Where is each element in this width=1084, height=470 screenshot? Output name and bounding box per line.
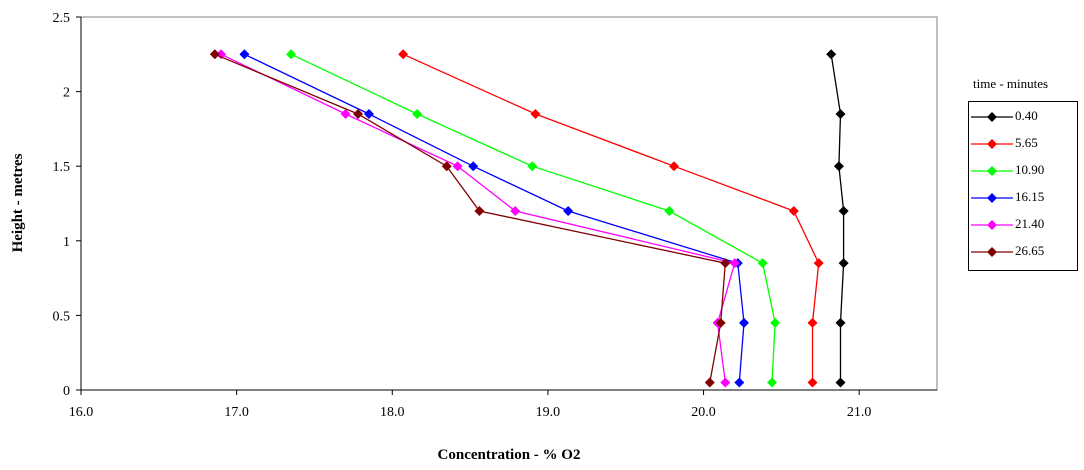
- y-tick-label: 0: [63, 384, 70, 399]
- legend-title: time - minutes: [973, 76, 1049, 91]
- legend-item: 16.15: [969, 188, 1077, 208]
- legend-swatch: [971, 166, 1013, 176]
- data-point-marker: [835, 317, 846, 328]
- data-point-marker: [340, 108, 351, 119]
- data-point-marker: [835, 108, 846, 119]
- y-tick-label: 2: [63, 86, 70, 101]
- legend-swatch: [971, 139, 1013, 149]
- legend-item: 0.40: [969, 107, 1077, 127]
- data-point-marker: [835, 377, 846, 388]
- data-point-marker: [704, 377, 715, 388]
- data-point-marker: [734, 377, 745, 388]
- legend-label: 21.40: [1015, 216, 1045, 231]
- data-point-marker: [770, 317, 781, 328]
- legend-label: 0.40: [1015, 108, 1038, 123]
- data-point-marker: [813, 258, 824, 269]
- data-point-marker: [239, 49, 250, 60]
- x-tick-label: 20.0: [691, 405, 716, 420]
- legend-swatch: [971, 247, 1013, 257]
- data-point-marker: [441, 161, 452, 172]
- data-point-marker: [833, 161, 844, 172]
- legend-swatch: [971, 112, 1013, 122]
- legend-label: 5.65: [1015, 135, 1038, 150]
- legend-swatch: [971, 220, 1013, 230]
- data-point-marker: [788, 205, 799, 216]
- x-axis-label: Concentration - % O2: [438, 447, 581, 463]
- data-point-marker: [757, 258, 768, 269]
- y-axis-label: Height - metres: [10, 153, 26, 252]
- legend-label: 16.15: [1015, 189, 1045, 204]
- data-point-marker: [216, 49, 227, 60]
- x-tick-label: 16.0: [69, 405, 94, 420]
- data-point-marker: [363, 108, 374, 119]
- data-point-marker: [720, 377, 731, 388]
- y-tick-label: 0.5: [53, 309, 71, 324]
- data-point-marker: [729, 258, 740, 269]
- legend-label: 10.90: [1015, 162, 1045, 177]
- legend: 0.40 5.65 10.90 16.15 21.40 26.65: [968, 101, 1078, 271]
- series-0.40: [826, 49, 849, 388]
- data-point-marker: [838, 205, 849, 216]
- data-point-marker: [838, 258, 849, 269]
- data-point-marker: [452, 161, 463, 172]
- data-point-marker: [739, 317, 750, 328]
- data-point-marker: [563, 205, 574, 216]
- data-point-marker: [286, 49, 297, 60]
- data-point-marker: [826, 49, 837, 60]
- plot-area: [80, 16, 938, 391]
- data-point-marker: [720, 258, 731, 269]
- y-tick-label: 2.5: [53, 11, 71, 26]
- legend-item: 10.90: [969, 161, 1077, 181]
- data-point-marker: [527, 161, 538, 172]
- data-point-marker: [353, 108, 364, 119]
- data-point-marker: [209, 49, 220, 60]
- data-point-marker: [668, 161, 679, 172]
- data-point-marker: [767, 377, 778, 388]
- x-tick-label: 21.0: [847, 405, 872, 420]
- series-26.65: [209, 49, 731, 388]
- data-point-marker: [807, 377, 818, 388]
- data-point-marker: [412, 108, 423, 119]
- data-point-marker: [510, 205, 521, 216]
- data-point-marker: [398, 49, 409, 60]
- legend-item: 21.40: [969, 215, 1077, 235]
- y-tick-label: 1: [63, 235, 70, 250]
- series-10.90: [286, 49, 781, 388]
- y-tick-label: 1.5: [53, 160, 71, 175]
- data-point-marker: [715, 317, 726, 328]
- legend-label: 26.65: [1015, 243, 1045, 258]
- data-point-marker: [530, 108, 541, 119]
- x-tick-label: 17.0: [224, 405, 249, 420]
- data-point-marker: [474, 205, 485, 216]
- legend-swatch: [971, 193, 1013, 203]
- x-tick-label: 19.0: [536, 405, 561, 420]
- data-point-marker: [468, 161, 479, 172]
- legend-item: 5.65: [969, 134, 1077, 154]
- series-5.65: [398, 49, 824, 388]
- data-point-marker: [664, 205, 675, 216]
- x-tick-label: 18.0: [380, 405, 405, 420]
- legend-item: 26.65: [969, 242, 1077, 262]
- data-point-marker: [807, 317, 818, 328]
